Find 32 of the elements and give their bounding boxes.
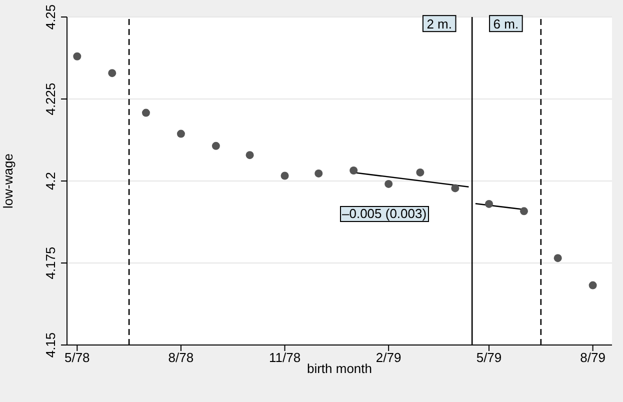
x-tick-label: 5/79 [476,350,502,366]
point [280,172,289,180]
y-tick-label: 4.175 [43,246,58,280]
point [314,169,323,178]
point [142,108,150,117]
x-tick-label: 5/78 [64,350,90,366]
point [554,254,562,262]
point [246,151,254,160]
x-tick-label: 11/78 [268,350,301,366]
point [108,69,116,78]
annotation: –0.005 (0.003) [340,206,429,222]
point [416,168,424,176]
point [485,200,494,208]
y-tick-label: 4.2 [43,172,58,190]
point [350,166,358,175]
point [451,184,460,192]
x-tick-label: 2/79 [376,350,402,366]
point [588,281,597,290]
x-tick-label: 8/79 [580,350,606,366]
y-tick-label: 4.25 [43,4,58,30]
y-tick-label: 4.15 [43,332,58,358]
x-tick-label: 8/78 [168,350,194,366]
y-tick-label: 4.225 [43,82,58,116]
point [212,142,220,150]
annotation: 6 m. [493,16,519,32]
annotation: 2 m. [426,16,452,32]
point [384,180,393,188]
point [520,207,528,216]
y-axis-title: low-wage [0,154,16,208]
point [176,130,185,138]
point [73,52,82,60]
x-axis-title: birth month [306,361,372,376]
